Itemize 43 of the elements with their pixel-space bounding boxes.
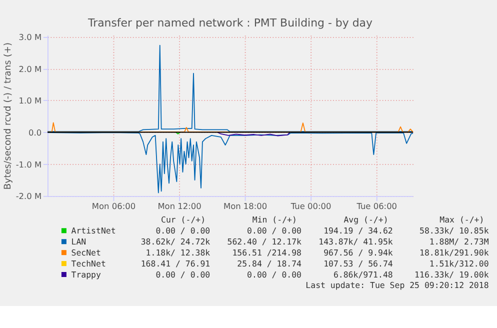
legend-label: LAN — [71, 236, 86, 246]
text: Last update: Tue Sep 25 09:20:12 2018 — [306, 280, 489, 290]
x-tick-label: Mon 12:00 — [158, 201, 202, 212]
text: 116.33k/ 19.00k — [414, 269, 489, 280]
legend-label: SecNet — [71, 247, 101, 258]
text: Avg (-/+) — [344, 214, 388, 224]
text: 6.86k/971.48 — [333, 269, 393, 280]
text: 168.41 / 76.91 — [140, 258, 210, 268]
y-tick-label: -1.0 M — [16, 159, 42, 170]
x-tick-label: Tue 06:00 — [356, 201, 398, 212]
chart-title: Transfer per named network : PMT Building - by day — [86, 16, 373, 30]
text: 194.19 / 34.62 — [324, 225, 393, 236]
text: 1.88M/ 2.73M — [429, 236, 489, 246]
text: 1.51k/312.00 — [429, 258, 489, 268]
y-tick-label: 2.0 M — [18, 64, 42, 74]
text: 38.62k/ 24.72k — [140, 236, 210, 246]
x-tick-label: Mon 06:00 — [92, 201, 136, 212]
text: 0.00 / 0.00 — [156, 225, 210, 236]
legend-label: Trappy — [71, 269, 101, 280]
y-tick-label: 3.0 M — [18, 32, 42, 42]
text: 156.51 /214.98 — [232, 247, 302, 258]
text: Min (-/+) — [252, 214, 297, 224]
legend-label: ArtistNet — [71, 225, 116, 236]
text: 0.00 / 0.00 — [247, 225, 302, 236]
text: 967.56 / 9.94k — [324, 247, 393, 258]
legend-label: TechNet — [71, 258, 106, 268]
y-tick-label: 0.0 — [28, 127, 42, 138]
text: 143.87k/ 41.95k — [318, 236, 393, 246]
text: 562.40 / 12.17k — [227, 236, 302, 246]
x-tick-label: Mon 18:00 — [223, 201, 268, 212]
text: 18.81k/291.90k — [419, 247, 489, 258]
x-tick-label: Tue 00:00 — [290, 201, 332, 212]
text: 1.18k/ 12.38k — [146, 247, 210, 258]
text: Max (-/+) — [440, 214, 484, 224]
y-tick-label: 1.0 M — [18, 96, 42, 106]
text: 25.84 / 18.74 — [237, 258, 302, 268]
text: 0.00 / 0.00 — [156, 269, 210, 280]
y-tick-label: -2.0 M — [16, 191, 42, 202]
text: 107.53 / 56.74 — [324, 258, 393, 268]
text: 58.33k/ 10.85k — [419, 225, 489, 236]
text: Cur (-/+) — [161, 214, 206, 224]
y-axis-title: Bytes/second rcvd (-) / trans (+) — [3, 42, 14, 190]
text: 0.00 / 0.00 — [247, 269, 302, 280]
